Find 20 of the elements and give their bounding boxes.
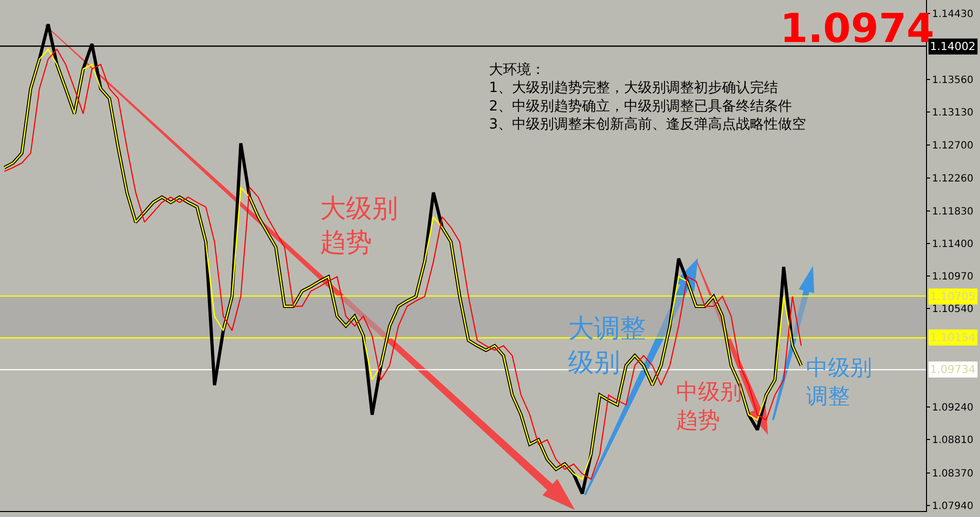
y-tick-label: 1.13560 [932,75,974,86]
ref-line-label: 1.10154 [930,331,976,344]
ref-line-label: 1.10705 [930,290,976,303]
y-tick-label: 1.12700 [932,140,974,152]
y-tick-label: 1.10970 [932,271,974,282]
annotation: 大环境： 1、大级别趋势完整，大级别调整初步确认完结 2、中级别趋势确立，中级别调整已具备终结条件 3、中级别调整未创新高前、逢反弹高点战略性做空 [489,62,806,133]
y-tick-label: 1.13130 [932,108,974,119]
ref-line-label: 1.14002 [930,40,976,53]
y-tick-label: 1.08370 [932,468,974,480]
y-tick-label: 1.07940 [932,501,974,512]
y-tick-label: 1.10540 [932,304,974,316]
y-tick-label: 1.11830 [932,206,974,218]
y-tick-label: 1.14430 [932,9,974,20]
y-tick-label: 1.12260 [932,174,974,185]
y-tick-label: 1.11400 [932,238,974,250]
y-tick-label: 1.09240 [932,402,974,414]
annotation: 大级别趋势 [320,194,398,258]
y-tick-label: 1.08810 [932,435,974,446]
annotation: 中级别趋势 [676,380,742,434]
ref-line-label: 1.09734 [930,363,976,376]
